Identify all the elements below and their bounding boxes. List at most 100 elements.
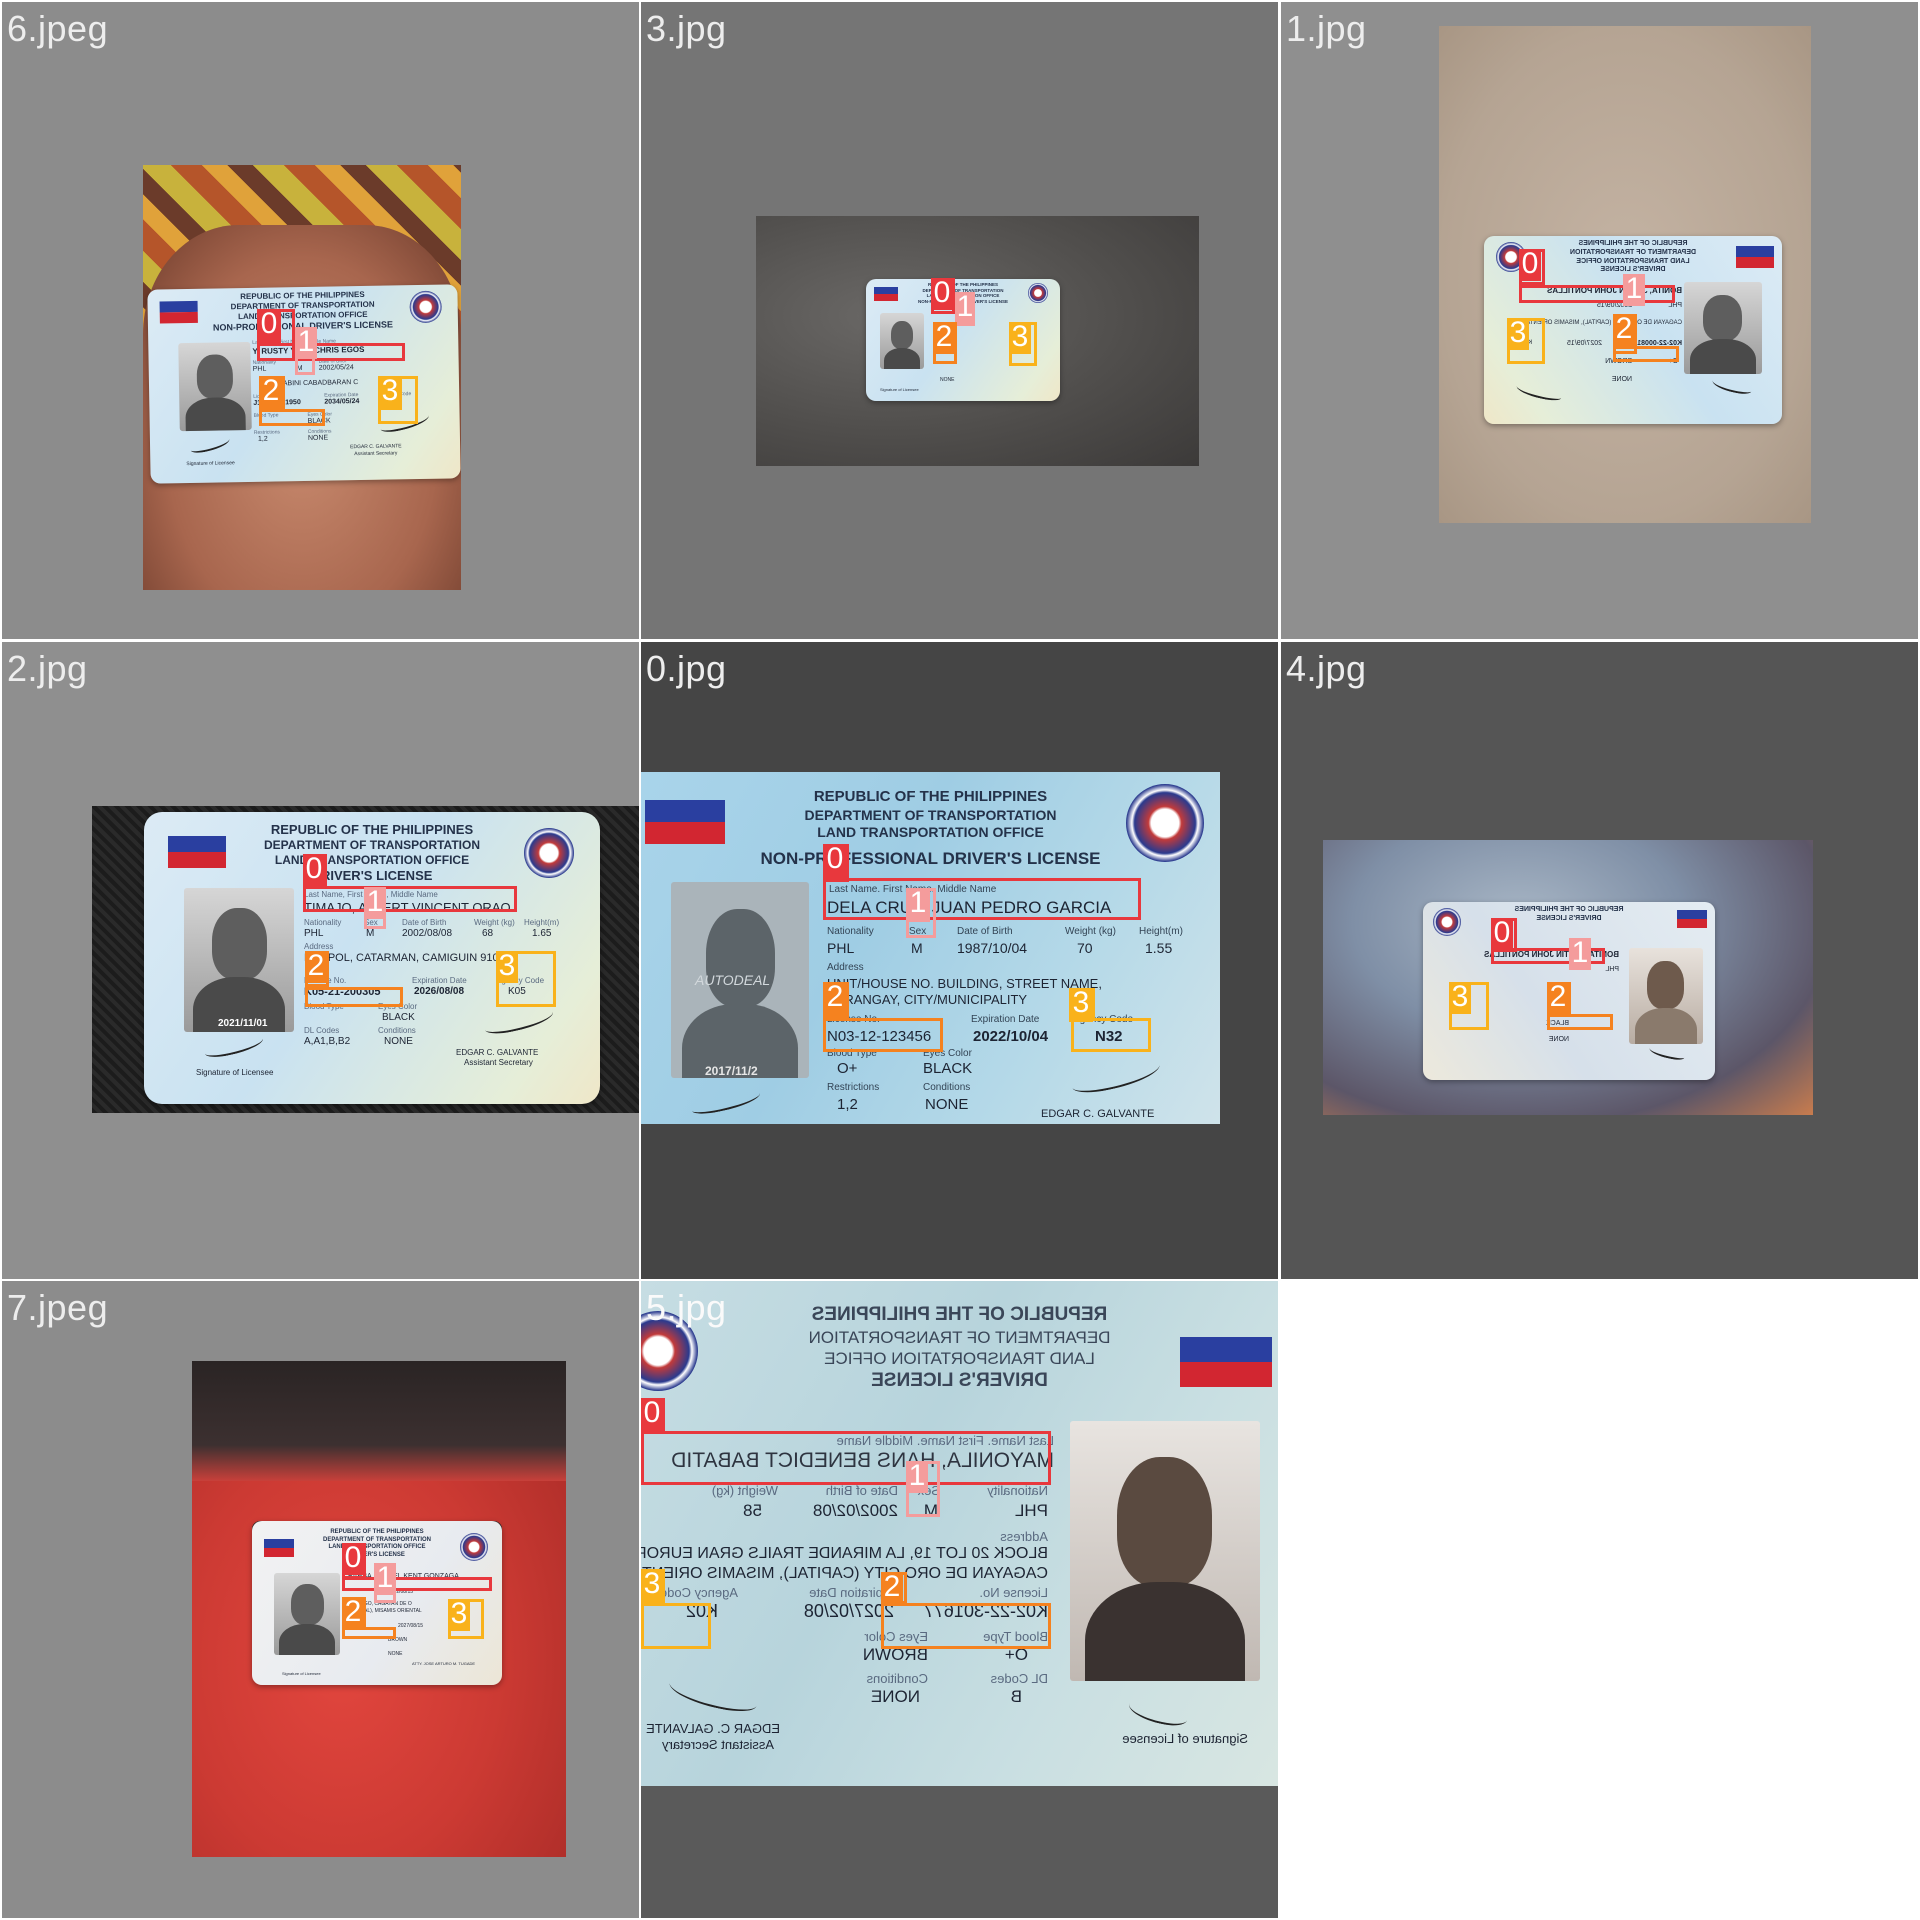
- conditions-value: NONE: [940, 377, 955, 383]
- detection-box-3: [1071, 1018, 1151, 1052]
- source-photo: REPUBLIC OF THE PHILIPPINES DEPARTMENT O…: [756, 216, 1199, 466]
- source-photo: REPUBLIC OF THE PHILIPPINES DEPARTMENT O…: [641, 772, 1220, 1124]
- detection-label-2: 2: [881, 1572, 903, 1604]
- signer-name: EDGAR C. GALVANTE: [456, 1048, 539, 1057]
- address-value: BL. BUGO, CAGAYAN DE O: [348, 1601, 412, 1607]
- eye-color-value: BLACK: [923, 1060, 973, 1077]
- seal-icon: [1028, 283, 1048, 303]
- portrait-placeholder: [671, 882, 809, 1078]
- field-label: Date of Birth: [957, 926, 1013, 937]
- signature-label: Signature of Licensee: [880, 387, 919, 392]
- detection-label-0: 0: [1519, 249, 1541, 281]
- field-label: Nationality: [987, 1483, 1048, 1498]
- portrait: [1070, 1421, 1260, 1681]
- detection-label-3: 3: [1449, 982, 1471, 1014]
- watermark-text: AUTODEAL: [695, 972, 771, 988]
- cell-filename: 1.jpg: [1286, 8, 1367, 49]
- grid-cell-4-jpg: 4.jpg REPUBLIC OF THE PHILIPPINES DRIVER…: [1281, 642, 1918, 1279]
- address-value: MABINI CABADBARAN C: [276, 379, 359, 388]
- signer-name: EDGAR C. GALVANTE: [350, 443, 402, 451]
- detection-label-0: 0: [641, 1398, 663, 1430]
- nationality-value: PHL: [1014, 1501, 1048, 1520]
- nationality-value: PHL: [252, 365, 267, 373]
- source-photo: REPUBLIC OF THE PHILIPPINES DEPARTMENT O…: [192, 1361, 566, 1857]
- detection-box-2: [1613, 346, 1679, 362]
- conditions-value: NONE: [870, 1687, 920, 1706]
- field-label: Weight (kg): [711, 1483, 778, 1498]
- detection-label-1: 1: [1623, 274, 1645, 306]
- dob-value: 2002/08/08: [402, 928, 453, 939]
- portrait: [880, 313, 924, 369]
- signature-label: Signature of Licensee: [282, 1671, 321, 1676]
- portrait: [184, 888, 294, 1032]
- detection-label-3: 3: [496, 951, 518, 983]
- signer-name: EDGAR C. GALVANTE: [646, 1721, 780, 1736]
- field-label: Height(m): [1139, 926, 1183, 937]
- address-value: LOMPOL, CATARMAN, CAMIGUIN 9104: [304, 952, 505, 964]
- detection-box-3: [641, 1603, 711, 1649]
- grid-cell-6-jpeg: 6.jpeg REPUBLIC OF THE PHILIPPINES DEPAR…: [2, 2, 639, 639]
- address-value-line2: (CAPITAL), MISAMIS ORIENTAL: [348, 1608, 422, 1614]
- field-label: Expiration Date: [971, 1014, 1040, 1025]
- detection-label-2: 2: [1547, 982, 1569, 1014]
- restrictions-value: 1,2: [837, 1096, 858, 1113]
- agency-value: K05: [508, 986, 526, 997]
- detection-box-0: [1491, 948, 1605, 964]
- flag-icon: [168, 836, 226, 868]
- detection-label-3: 3: [1507, 318, 1529, 350]
- card-header-line: DRIVER'S LICENSE: [349, 1551, 405, 1558]
- signature-mark: [1069, 1054, 1163, 1098]
- dob-value: 2002/08/15: [388, 1589, 414, 1595]
- detection-label-1: 1: [374, 1563, 396, 1595]
- grid-cell-3-jpg: 3.jpg REPUBLIC OF THE PHILIPPINES DEPART…: [641, 2, 1278, 639]
- detection-box-2: [342, 1627, 396, 1639]
- detection-box-2: [259, 409, 325, 426]
- detection-label-0: 0: [823, 844, 847, 878]
- portrait: [178, 341, 252, 432]
- expiry-value: 2027/08/15: [398, 1623, 424, 1629]
- cell-filename: 2.jpg: [7, 648, 88, 689]
- name-value: DELA CRUZ, JUAN PEDRO GARCIA: [827, 898, 1112, 917]
- card-header-line: REPUBLIC OF THE PHILIPPINES: [1514, 906, 1624, 913]
- detection-label-0: 0: [342, 1543, 364, 1575]
- field-label: License No.: [979, 1585, 1048, 1600]
- signer-name: EDGAR C. GALVANTE: [1041, 1108, 1155, 1120]
- seal-icon: [524, 828, 574, 878]
- restrictions-value: 1,2: [257, 435, 268, 443]
- detection-label-0: 0: [303, 854, 325, 886]
- source-photo: REPUBLIC OF THE PHILIPPINES DEPARTMENT O…: [641, 1281, 1278, 1786]
- detection-label-2: 2: [342, 1597, 364, 1629]
- photo-date: 2021/11/01: [218, 1018, 268, 1029]
- grid-cell-empty: [1281, 1281, 1918, 1918]
- detection-label-2: 2: [823, 982, 847, 1016]
- detection-box-0: [1519, 285, 1675, 303]
- field-label: Address: [1000, 1529, 1048, 1544]
- card-header-line: REPUBLIC OF THE PHILIPPINES: [270, 822, 474, 837]
- height-value: 1.65: [532, 928, 552, 939]
- detection-box-2: [881, 1603, 1051, 1649]
- id-card: REPUBLIC OF THE PHILIPPINES DEPARTMENT O…: [144, 812, 600, 1104]
- flag-icon: [645, 800, 725, 844]
- dob-value: 2002/02/08: [812, 1501, 898, 1520]
- detection-label-0: 0: [1491, 918, 1513, 950]
- conditions-value: NONE: [925, 1096, 969, 1113]
- field-label: Sex: [364, 918, 378, 927]
- signer-title: Assistant Secretary: [354, 450, 398, 458]
- field-label: Date of Birth: [402, 918, 447, 927]
- field-label: Eyes Color: [923, 1048, 972, 1059]
- detection-box-0: [641, 1431, 1051, 1485]
- conditions-value: NONE: [384, 1036, 413, 1047]
- detection-label-3: 3: [448, 1599, 470, 1631]
- expiry-value: 2027/09/15: [1566, 340, 1602, 347]
- card-header-line: REPUBLIC OF THE PHILIPPINES: [813, 788, 1048, 805]
- portrait: [1684, 282, 1762, 374]
- address-value: BLOCK 20 LOT 19, LA MIRANDE TRAILS GRAN …: [641, 1545, 1048, 1562]
- detection-label-2: 2: [1613, 314, 1635, 346]
- nationality-value: PHL: [1605, 966, 1619, 973]
- card-header-line: LAND TRANSPORTATION OFFICE: [274, 853, 470, 868]
- detection-label-1: 1: [295, 327, 317, 359]
- card-header-line: DEPARTMENT OF TRANSPORTATION: [808, 1327, 1111, 1347]
- field-label: Sex: [909, 926, 927, 937]
- signer-name: ATTY. JOSE ARTURO M. TUGADE: [412, 1661, 476, 1666]
